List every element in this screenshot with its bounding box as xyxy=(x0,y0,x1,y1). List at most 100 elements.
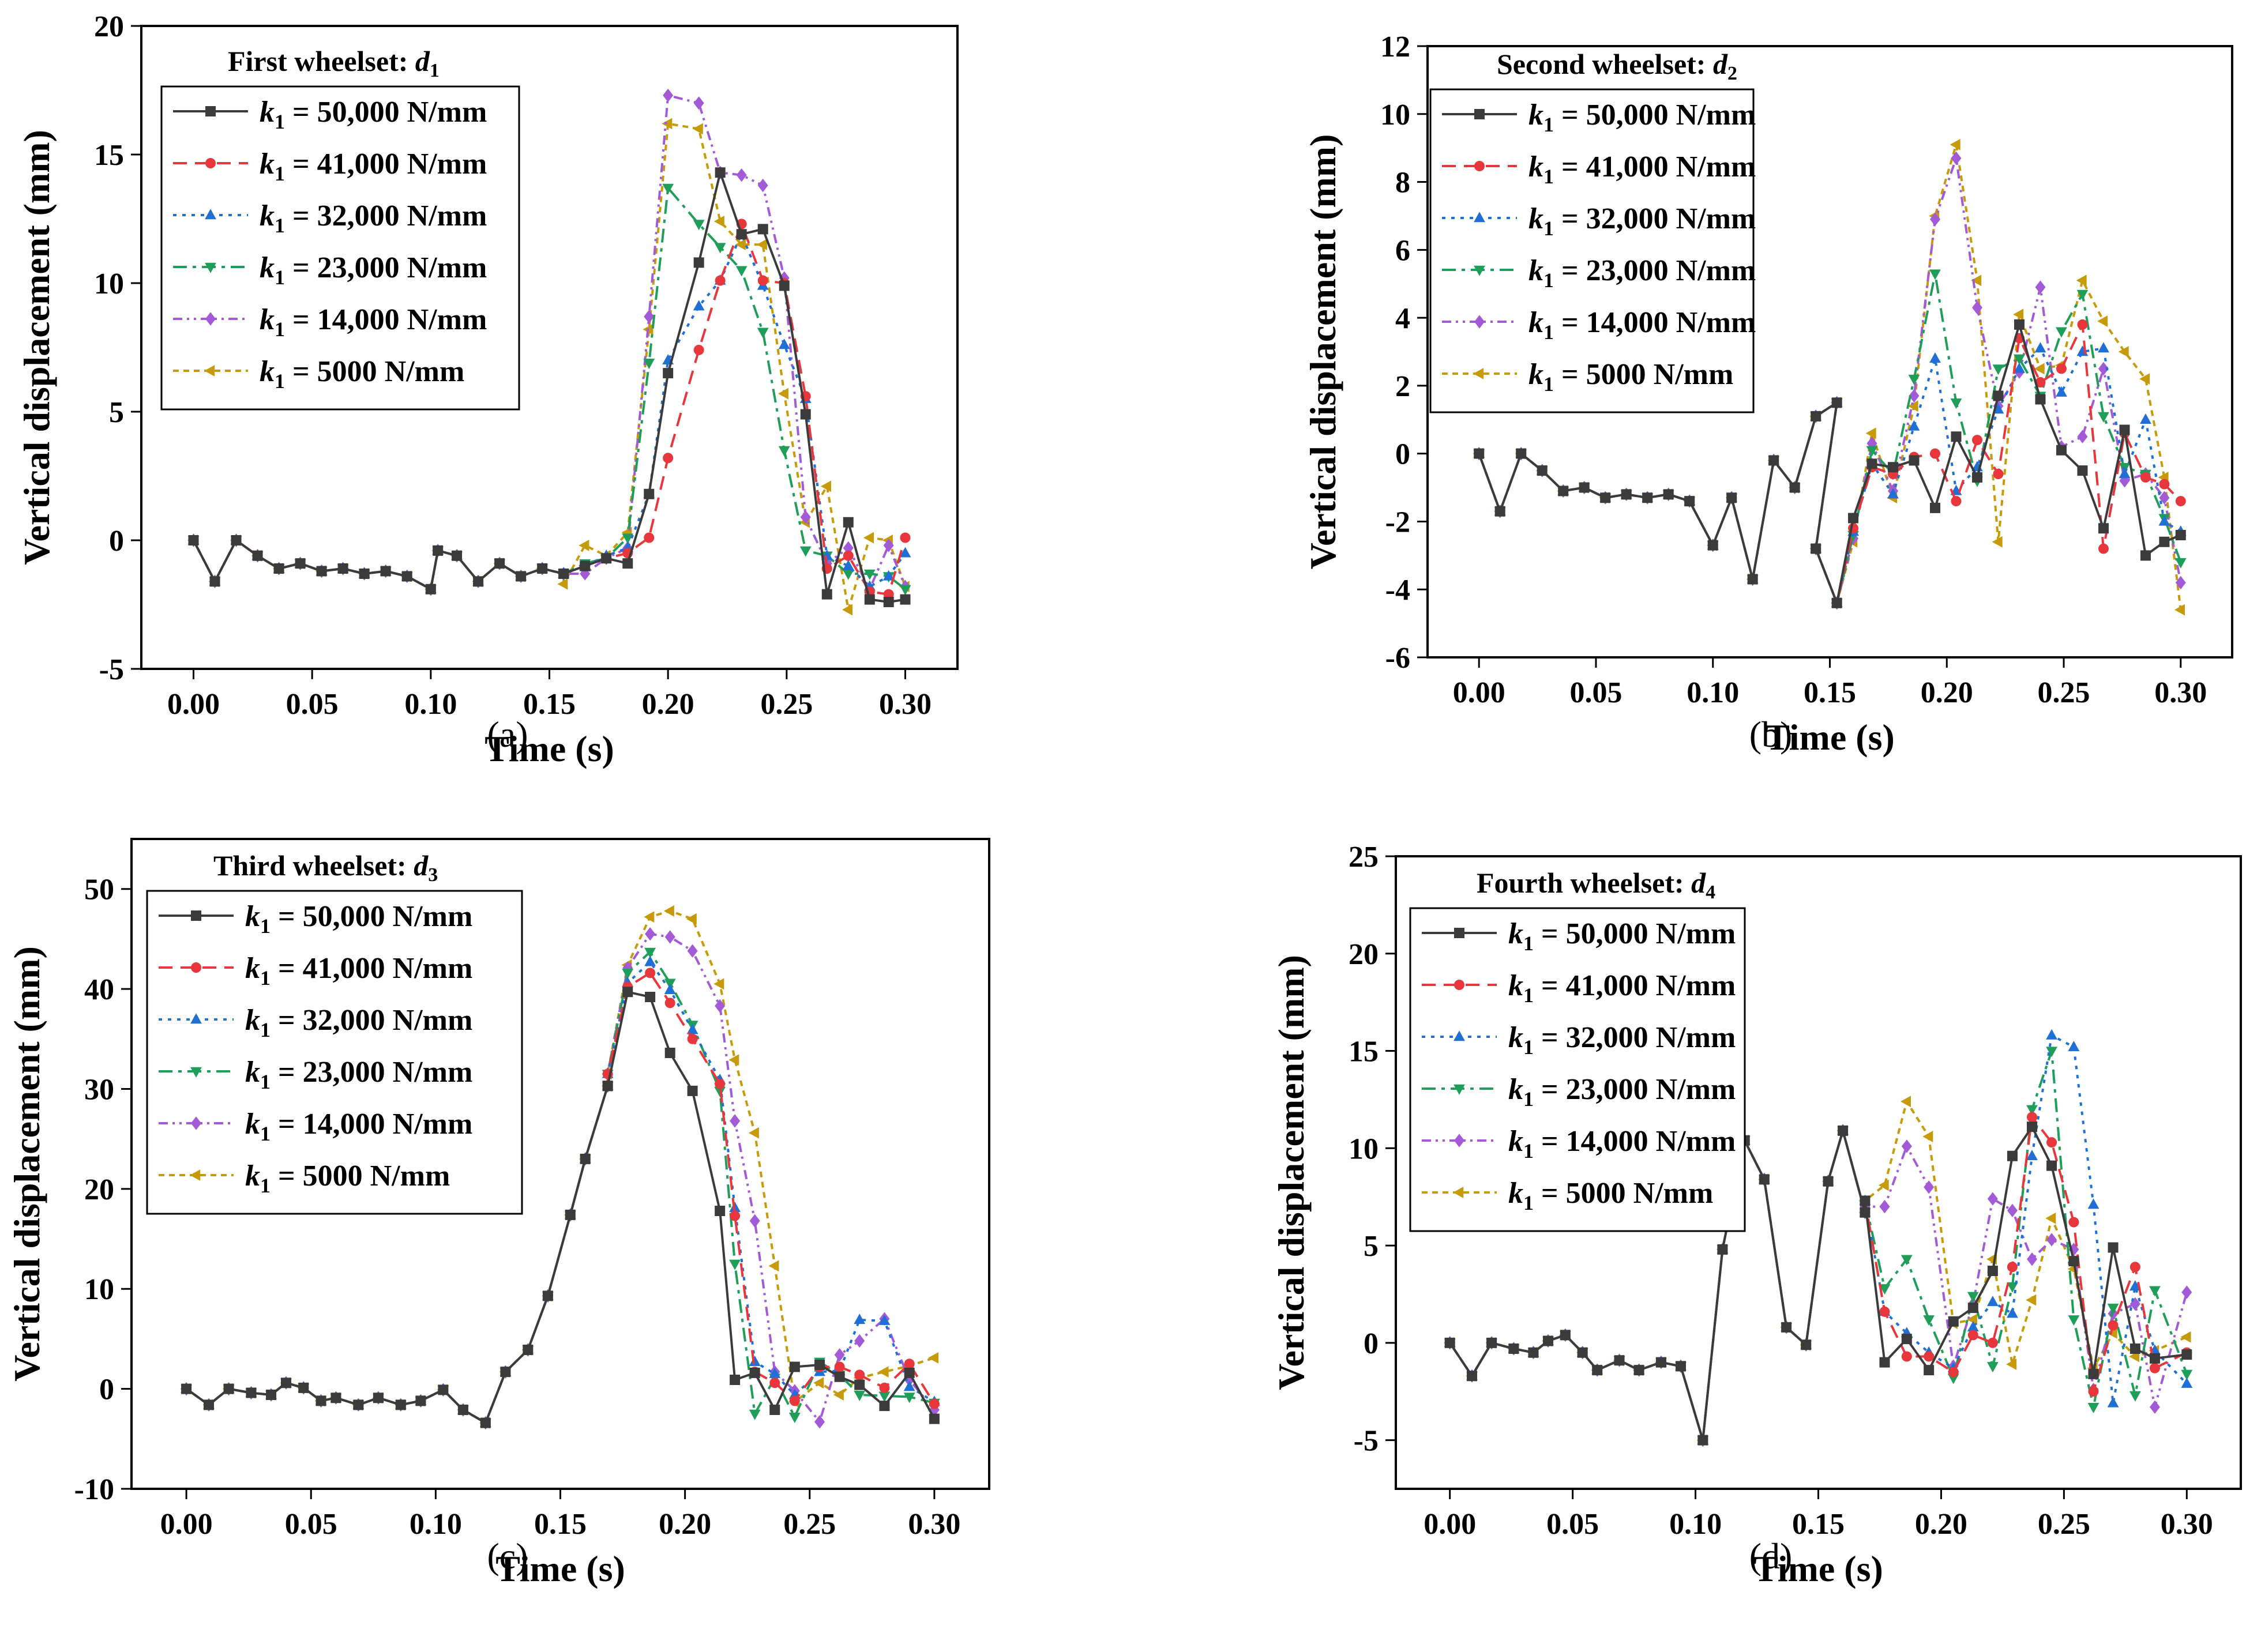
data-point xyxy=(736,229,747,240)
data-point xyxy=(1929,269,1941,280)
y-tick-label: -5 xyxy=(1354,1425,1379,1458)
legend-marker xyxy=(1453,1084,1465,1095)
data-point xyxy=(1508,1343,1519,1354)
data-point xyxy=(1923,1315,1935,1326)
y-tick-label: 15 xyxy=(94,139,124,172)
data-point xyxy=(295,558,306,569)
data-point xyxy=(749,1409,761,1420)
data-point xyxy=(2046,1029,2057,1040)
y-tick-label: -4 xyxy=(1385,574,1410,607)
data-point xyxy=(2026,1294,2037,1306)
legend: Third wheelset: d3 k1 = 50,000 N/mm k1 = 4… xyxy=(146,849,523,1215)
y-tick-label: 12 xyxy=(1380,31,1410,63)
data-point xyxy=(1929,212,1940,227)
y-tick-label: -6 xyxy=(1385,642,1410,675)
data-point xyxy=(2077,319,2088,330)
data-point xyxy=(757,178,768,193)
data-point xyxy=(1971,300,1982,315)
legend-label: k1 = 23,000 N/mm xyxy=(245,1056,472,1093)
data-point xyxy=(663,88,674,103)
data-point xyxy=(800,510,811,524)
data-point xyxy=(644,488,655,499)
y-tick-label: 10 xyxy=(94,268,124,300)
data-point xyxy=(904,1373,915,1387)
legend-marker xyxy=(1453,1187,1464,1198)
legend: Fourth wheelset: d4 k1 = 50,000 N/mm k1 = … xyxy=(1409,867,1746,1232)
data-point xyxy=(1924,1365,1935,1376)
data-point xyxy=(1901,1255,1913,1266)
data-point xyxy=(663,453,674,464)
y-tick-label: 30 xyxy=(84,1073,114,1106)
data-point xyxy=(1966,1314,1977,1326)
data-point xyxy=(1967,1330,1978,1341)
data-point xyxy=(1543,1335,1554,1346)
data-point xyxy=(1789,482,1800,493)
data-point xyxy=(380,566,391,577)
data-point xyxy=(2045,1212,2056,1224)
legend-marker xyxy=(1474,109,1485,119)
legend-box xyxy=(160,85,520,411)
legend-box xyxy=(1429,88,1755,413)
data-point xyxy=(2068,1315,2080,1326)
data-point xyxy=(1831,597,1842,608)
legend-label: k1 = 5000 N/mm xyxy=(1508,1177,1713,1214)
legend-marker xyxy=(191,962,201,973)
legend-marker xyxy=(1453,1030,1465,1041)
data-point xyxy=(813,1377,824,1389)
series-layer xyxy=(187,88,911,616)
data-point xyxy=(480,1417,491,1428)
data-point xyxy=(1907,400,1918,412)
y-tick-label: 20 xyxy=(1349,938,1379,971)
chart-title: First wheelset: d1 xyxy=(228,45,440,81)
legend-label: k1 = 41,000 N/mm xyxy=(1508,969,1736,1007)
data-point xyxy=(749,1356,761,1367)
data-point xyxy=(473,576,484,587)
data-point xyxy=(1929,448,1940,459)
data-point xyxy=(2046,1160,2057,1171)
data-point xyxy=(622,987,633,998)
data-point xyxy=(643,359,655,370)
y-axis-title: Vertical displacement (mm) xyxy=(16,130,57,565)
data-point xyxy=(900,594,911,605)
data-point xyxy=(330,1393,341,1403)
data-point xyxy=(735,266,748,277)
data-point xyxy=(715,1078,726,1089)
data-point xyxy=(2026,1150,2038,1161)
data-point xyxy=(729,1259,741,1270)
data-point xyxy=(223,1383,234,1394)
legend-label: k1 = 14,000 N/mm xyxy=(1508,1125,1736,1162)
x-tick-label: 0.30 xyxy=(2154,676,2207,709)
chart-panel-2: 0.00 0.05 0.10 0.15 0.20 0.25 0.30 -6 -4 -2 0 2 4 6 8 1… xyxy=(1302,31,2233,758)
panel-label: (b) xyxy=(1749,714,1793,755)
data-point xyxy=(181,1383,192,1394)
legend-label: k1 = 14,000 N/mm xyxy=(260,303,487,341)
data-point xyxy=(1924,1351,1935,1362)
data-point xyxy=(1726,492,1737,503)
data-point xyxy=(2007,1262,2018,1273)
data-point xyxy=(1909,455,1920,466)
data-point xyxy=(1707,540,1718,551)
data-point xyxy=(664,1048,675,1059)
data-point xyxy=(1600,492,1611,503)
data-point xyxy=(1592,1365,1603,1376)
data-point xyxy=(664,984,676,995)
data-point xyxy=(2026,1105,2038,1116)
data-point xyxy=(2129,1280,2141,1291)
data-point xyxy=(693,300,705,311)
chart-title: Third wheelset: d3 xyxy=(213,849,438,886)
x-axis-title: Time (s) xyxy=(495,1548,625,1589)
y-axis-title: Vertical displacement (mm) xyxy=(1302,134,1343,570)
data-point xyxy=(779,280,790,291)
data-point xyxy=(516,571,527,582)
legend-label: k1 = 41,000 N/mm xyxy=(260,148,487,185)
x-tick-label: 0.00 xyxy=(160,1508,213,1541)
data-point xyxy=(821,589,832,600)
legend-label: k1 = 5000 N/mm xyxy=(260,355,464,393)
data-point xyxy=(246,1387,257,1398)
data-point xyxy=(433,545,444,556)
data-point xyxy=(2014,354,2025,365)
data-point xyxy=(749,1214,760,1228)
data-point xyxy=(778,338,790,349)
data-point xyxy=(769,1405,780,1416)
data-point xyxy=(730,1375,741,1386)
